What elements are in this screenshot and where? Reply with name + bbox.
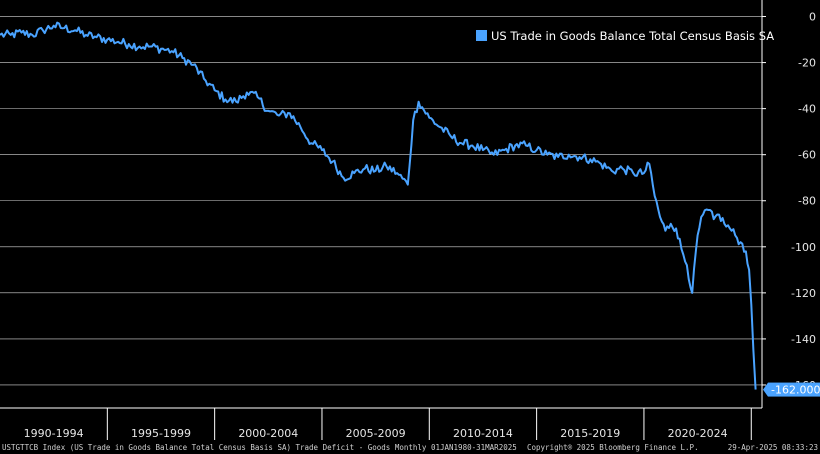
footer-source: USTGTTCB Index (US Trade in Goods Balanc… — [2, 443, 517, 452]
x-tick-label: 2005-2009 — [346, 427, 406, 440]
x-tick-label: 2010-2014 — [453, 427, 513, 440]
y-tick-label: 0 — [809, 11, 816, 24]
x-tick-label: 2020-2024 — [668, 427, 728, 440]
x-tick-label: 2015-2019 — [560, 427, 620, 440]
x-tick-label: 2000-2004 — [238, 427, 298, 440]
grid-lines — [0, 16, 762, 386]
footer: USTGTTCB Index (US Trade in Goods Balanc… — [2, 443, 818, 452]
legend-swatch — [476, 30, 487, 41]
y-tick-label: -120 — [791, 287, 816, 300]
y-tick-label: -40 — [798, 103, 816, 116]
legend: US Trade in Goods Balance Total Census B… — [469, 24, 774, 46]
legend-label: US Trade in Goods Balance Total Census B… — [491, 29, 774, 43]
series-line — [0, 21, 757, 390]
last-value-label: -162.000 — [771, 384, 820, 397]
series-group — [0, 21, 757, 390]
y-tick-label: -80 — [798, 195, 816, 208]
last-value-marker: -162.000 — [763, 382, 820, 397]
footer-timestamp: 29-Apr-2025 08:33:23 — [728, 443, 818, 452]
legend-box — [469, 24, 761, 46]
last-value-arrow — [763, 382, 768, 397]
x-tick-label: 1995-1999 — [131, 427, 191, 440]
x-tick-label: 1990-1994 — [24, 427, 84, 440]
y-tick-label: -140 — [791, 333, 816, 346]
last-value-background — [768, 382, 820, 397]
footer-copyright: Copyright® 2025 Bloomberg Finance L.P. — [527, 443, 699, 452]
x-axis: 1990-1994 1995-1999 2000-2004 2005-2009 2010… — [0, 407, 762, 440]
y-tick-label: -20 — [798, 57, 816, 70]
y-tick-label: -100 — [791, 241, 816, 254]
y-tick-label: -60 — [798, 149, 816, 162]
